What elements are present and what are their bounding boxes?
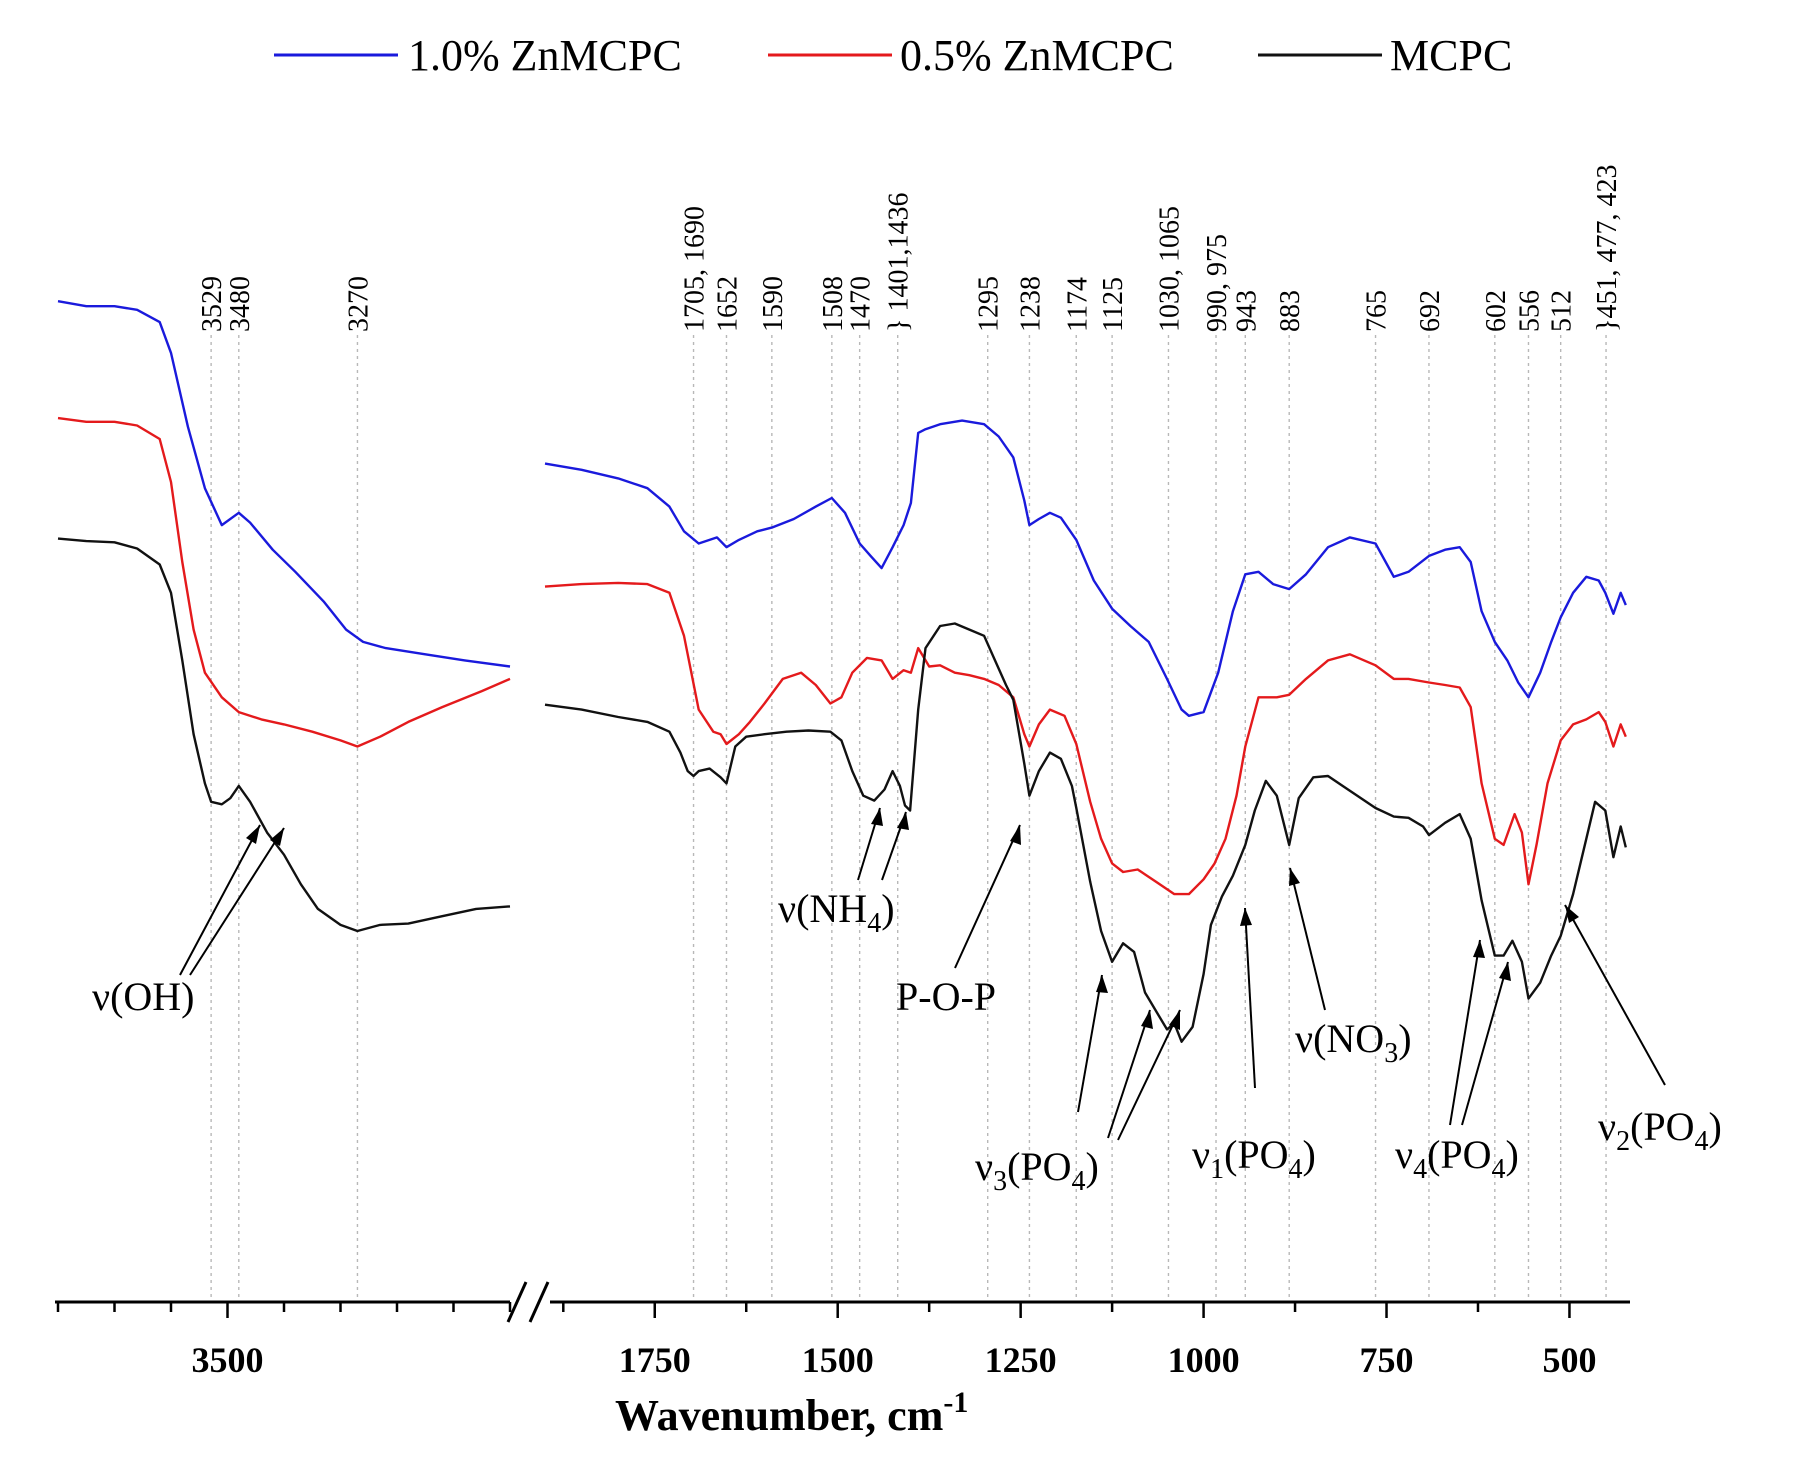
peak-label-1590: 1590 [758,276,789,332]
peak-label-765: 765 [1362,290,1393,332]
tick-label-1750: 1750 [619,1340,691,1380]
annotation-v-no3-label: ν(NO3) [1295,1016,1412,1069]
band-annotations: ν(OH) ν(NH4) P-O-P ν3(PO4) [92,807,1722,1197]
tick-label-1500: 1500 [802,1340,874,1380]
x-axis: 3500 1750 1500 1250 1000 750 500 Wavenumber, c… [55,1281,1630,1440]
peak-label-3529: 3529 [197,276,228,332]
annotation-v1-po4-label: ν1(PO4) [1192,1132,1316,1185]
peak-label-1705-1690: 1705, 1690 [680,206,711,332]
tick-label-500: 500 [1542,1340,1596,1380]
peak-label-943: 943 [1231,290,1262,332]
annotation-v-oh: ν(OH) [92,824,285,1019]
peak-label-512: 512 [1547,290,1578,332]
peak-label-1174: 1174 [1062,277,1093,332]
legend: 1.0% ZnMCPC 0.5% ZnMCPC MCPC [274,31,1512,80]
legend-label-1pct-znmcpc: 1.0% ZnMCPC [408,31,682,80]
peak-label-1508: 1508 [818,276,849,332]
annotation-v-oh-label: ν(OH) [92,974,195,1019]
annotation-v3-po4-label: ν3(PO4) [975,1144,1099,1197]
series-mcpc-high [57,537,511,933]
peak-label-451-477-423: }451, 477, 423 [1592,165,1623,332]
spectra-series [57,300,1627,1043]
tick-label-1250: 1250 [985,1340,1057,1380]
annotation-v2-po4-label: ν2(PO4) [1598,1104,1722,1157]
annotation-p-o-p-label: P-O-P [896,974,996,1019]
peak-label-1401-1436: } 1401,1436 [884,193,915,332]
tick-label-3500: 3500 [192,1340,264,1380]
peak-label-692: 692 [1415,290,1446,332]
peak-label-1652: 1652 [712,276,743,332]
peak-label-3480: 3480 [225,276,256,332]
annotation-v2-po4: ν2(PO4) [1564,904,1722,1157]
peak-label-1295: 1295 [974,276,1005,332]
peak-label-3270: 3270 [343,276,374,332]
peak-label-1470: 1470 [846,276,877,332]
annotation-v4-po4-label: ν4(PO4) [1395,1132,1519,1185]
peak-label-990-975: 990, 975 [1202,234,1233,332]
annotation-v4-po4: ν4(PO4) [1395,939,1519,1185]
annotation-v-nh4-label: ν(NH4) [778,886,895,939]
peak-label-1125: 1125 [1098,277,1129,332]
series-0-5-znmcpc-high [57,416,511,748]
x-axis-ticks: 3500 1750 1500 1250 1000 750 500 [56,1302,1596,1380]
peak-label-602: 602 [1481,290,1512,332]
axis-break-mark-2 [528,1281,550,1323]
annotation-v1-po4: ν1(PO4) [1192,907,1316,1185]
series-1-0-znmcpc-low [544,419,1627,717]
annotation-p-o-p: P-O-P [896,824,1021,1019]
series-0-5-znmcpc-low [544,581,1627,896]
x-axis-title: Wavenumber, cm-1 [615,1386,968,1440]
legend-label-05pct-znmcpc: 0.5% ZnMCPC [900,31,1174,80]
peak-label-1238: 1238 [1015,276,1046,332]
annotation-v-nh4: ν(NH4) [778,807,909,939]
annotation-v3-po4: ν3(PO4) [975,974,1181,1197]
peak-label-556: 556 [1514,290,1545,332]
tick-label-1000: 1000 [1168,1340,1240,1380]
annotation-v-no3: ν(NO3) [1289,867,1412,1069]
axis-break-mark-1 [506,1281,528,1323]
peak-label-1030-1065: 1030, 1065 [1154,206,1185,332]
series-mcpc-low [544,622,1627,1043]
tick-label-750: 750 [1360,1340,1414,1380]
series-1-0-znmcpc-high [57,300,511,668]
peak-label-883: 883 [1275,290,1306,332]
legend-label-mcpc: MCPC [1390,31,1512,80]
